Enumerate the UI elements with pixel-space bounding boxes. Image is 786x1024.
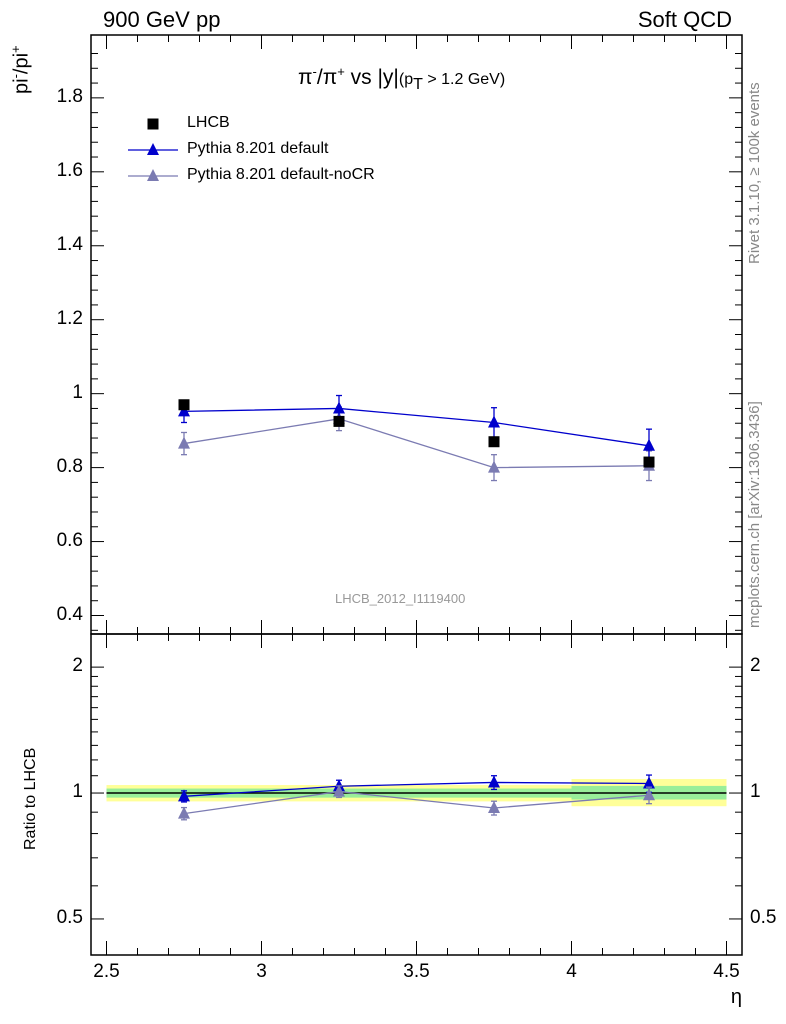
x-tick-label-1: 3 (256, 961, 267, 982)
x-tick-label-3: 4 (566, 961, 577, 982)
title-pi-1: π (298, 66, 313, 89)
main-point-1-0 (178, 404, 190, 417)
title-plus: + (337, 64, 345, 79)
ratio-point-2-3 (643, 788, 655, 801)
ratio-y-tick-label-right-2: 2 (750, 655, 761, 677)
main-point-1-3 (643, 438, 655, 451)
ratio-line-2 (183, 790, 650, 815)
title-cut-rest: > 1.2 GeV) (422, 71, 506, 88)
ylabel-plus: + (8, 45, 23, 53)
plot-title: π-/π+ vs |y|(pT > 1.2 GeV) (298, 64, 505, 94)
main-point-0-1 (333, 415, 345, 427)
legend-marker-2 (147, 169, 159, 181)
analysis-watermark: LHCB_2012_I1119400 (335, 591, 466, 606)
x-axis-label: η (730, 986, 742, 1008)
header-energy-label: 900 GeV pp (103, 7, 221, 32)
ratio-point-1-0 (178, 789, 190, 802)
x-tick-label-4: 4.5 (713, 961, 740, 982)
x-tick-label-0: 2.5 (93, 961, 120, 982)
main-point-0-0 (178, 399, 190, 411)
legend-label-0: LHCB (187, 114, 230, 131)
title-vs: vs |y| (344, 66, 399, 89)
main-y-axis-label: pi-/pi+ (8, 45, 34, 94)
legend-marker-1 (147, 143, 159, 155)
main-point-0-3 (643, 456, 655, 468)
title-cut-t: T (413, 76, 423, 94)
title-slash: / (316, 66, 323, 89)
main-point-0-2 (488, 436, 500, 448)
ylabel-pi-a: pi (10, 78, 33, 94)
ratio-y-tick-label-right-0: 0.5 (750, 906, 777, 928)
ratio-point-2-2 (488, 800, 500, 813)
ratio-point-1-3 (643, 776, 655, 789)
main-y-tick-label-1: 0.6 (56, 529, 83, 551)
main-point-1-1 (333, 401, 345, 414)
main-y-tick-label-2: 0.8 (56, 455, 83, 477)
main-point-2-0 (178, 436, 190, 449)
main-y-tick-label-3: 1 (72, 381, 83, 403)
legend-label-2: Pythia 8.201 default-noCR (187, 166, 375, 183)
ratio-point-2-0 (178, 806, 190, 819)
ratio-y-tick-label-1: 1 (72, 781, 83, 803)
main-y-tick-label-4: 1.2 (56, 307, 83, 329)
ylabel-pi-b: /pi (10, 52, 33, 75)
ratio-line-1 (183, 781, 650, 797)
ratio-y-tick-label-right-1: 1 (750, 781, 761, 803)
ylabel-minus: - (8, 74, 23, 79)
main-y-tick-label-7: 1.8 (56, 85, 83, 107)
mcplots-reference-label: mcplots.cern.ch [arXiv:1306.3436] (746, 401, 763, 628)
ratio-y-axis-label: Ratio to LHCB (22, 747, 39, 850)
main-point-2-2 (488, 460, 500, 473)
ratio-point-2-1 (333, 784, 345, 797)
title-pi-2: π (322, 66, 338, 89)
legend-marker-0 (147, 118, 159, 130)
header-category-label: Soft QCD (637, 7, 732, 32)
main-line-1 (183, 407, 650, 447)
title-cut-p: (p (398, 71, 414, 88)
legend-label-1: Pythia 8.201 default (187, 140, 329, 157)
ratio-y-tick-label-2: 2 (72, 655, 83, 677)
main-y-tick-label-6: 1.6 (56, 159, 83, 181)
title-minus: - (312, 64, 317, 79)
x-tick-label-2: 3.5 (403, 961, 430, 982)
ratio-y-tick-label-0: 0.5 (56, 906, 83, 928)
rivet-version-label: Rivet 3.1.10, ≥ 100k events (746, 82, 763, 264)
main-y-tick-label-5: 1.4 (56, 233, 83, 255)
ratio-point-1-2 (488, 775, 500, 788)
main-point-1-2 (488, 415, 500, 428)
main-y-tick-label-0: 0.4 (56, 603, 83, 625)
main-line-2 (183, 418, 650, 469)
